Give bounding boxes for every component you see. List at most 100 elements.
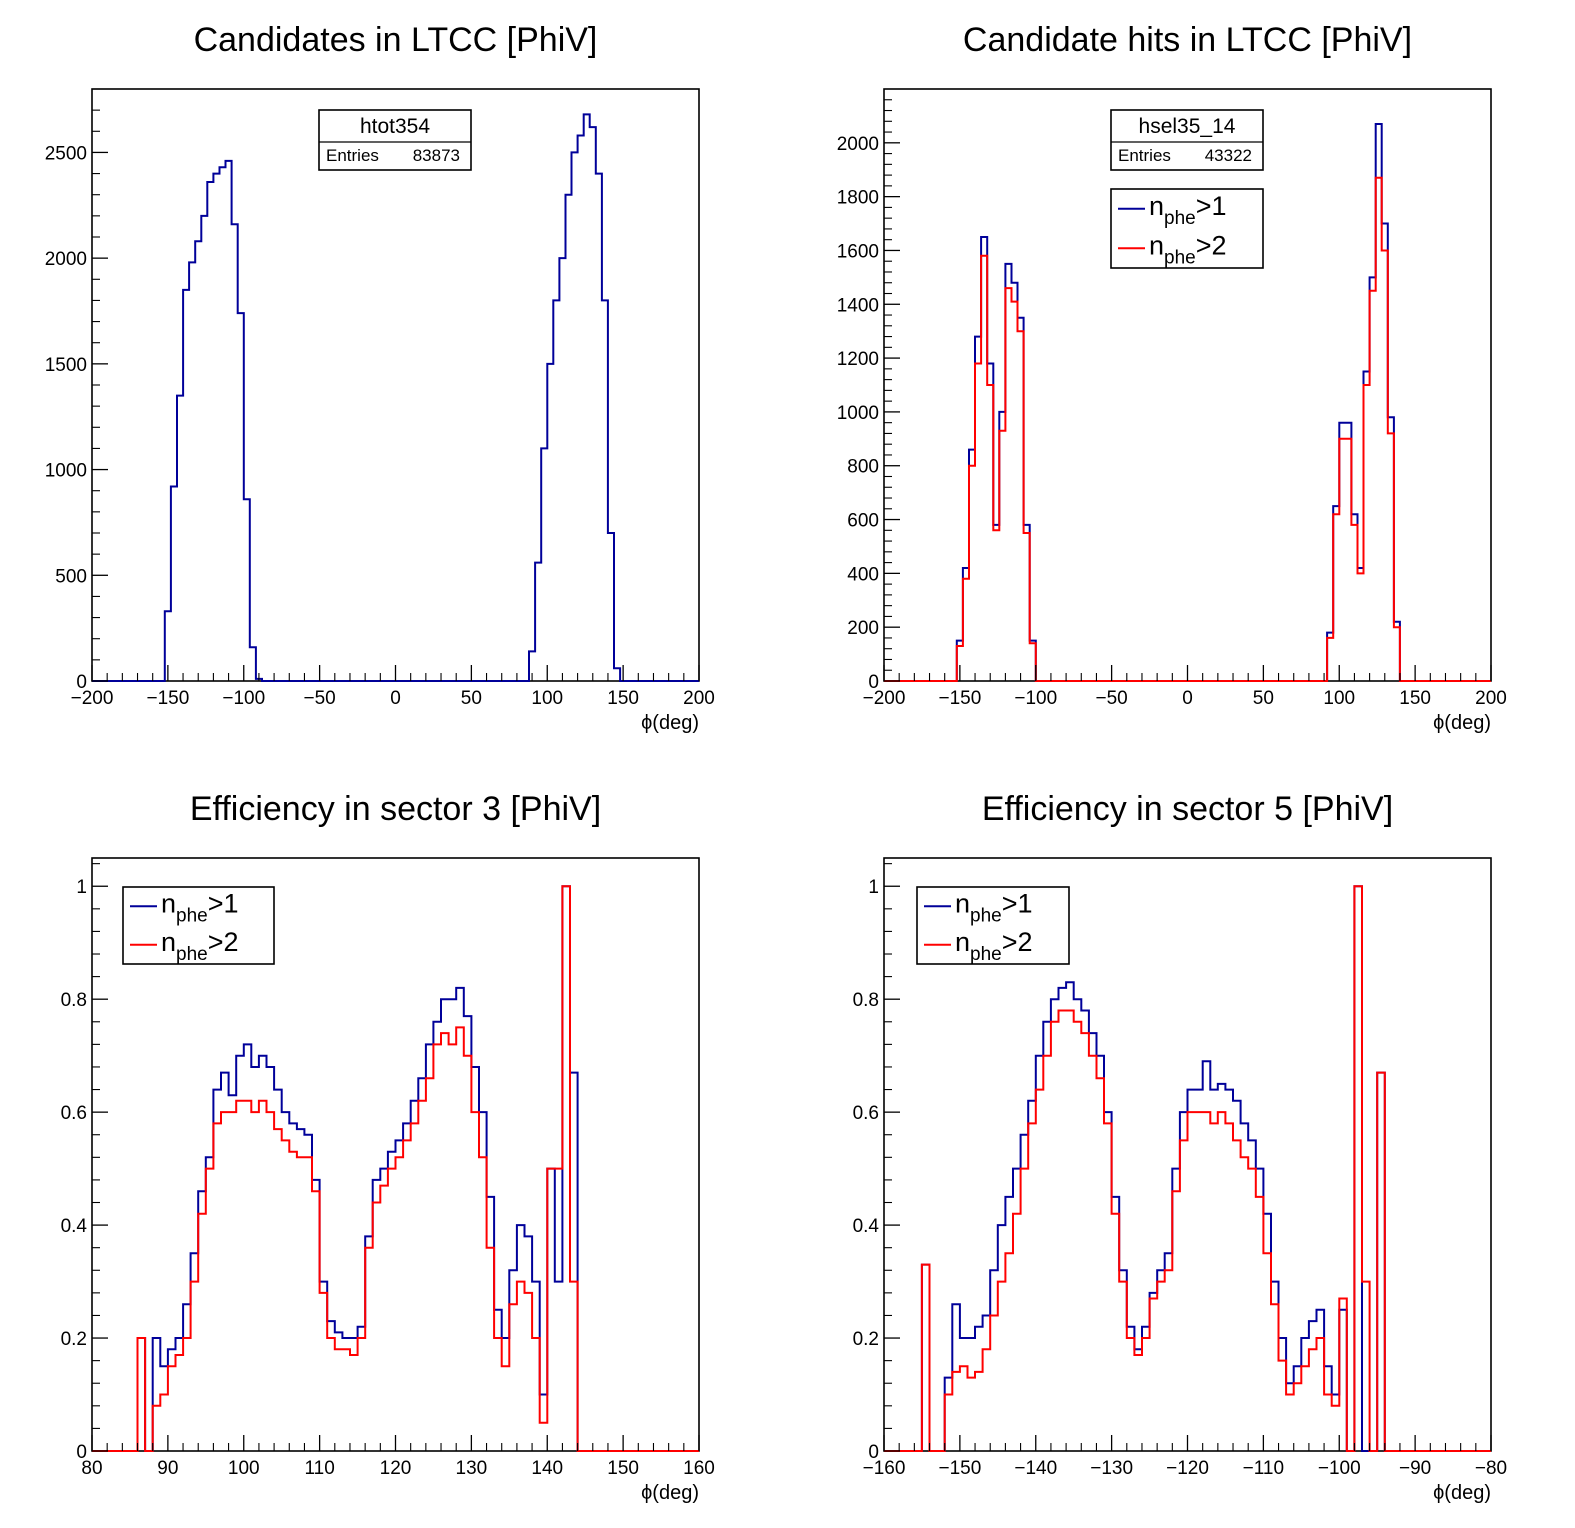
y-tick-label: 1 (868, 877, 879, 898)
legend-label: nphe>2 (161, 927, 239, 965)
y-tick-label: 600 (847, 511, 879, 532)
y-tick-label: 0.8 (61, 990, 87, 1011)
x-tick-label: 100 (531, 688, 563, 709)
stats-box-entries-value: 43322 (1205, 146, 1252, 165)
y-tick-label: 1000 (837, 403, 879, 424)
x-tick-label: −160 (863, 1458, 906, 1479)
x-tick-label: −100 (222, 688, 265, 709)
x-tick-label: −80 (1475, 1458, 1507, 1479)
y-tick-label: 1500 (45, 355, 87, 376)
y-tick-label: 0.4 (61, 1216, 88, 1237)
y-tick-label: 400 (847, 564, 879, 585)
legend-label-rest: >1 (208, 888, 239, 918)
legend-label: nphe>1 (955, 888, 1033, 926)
y-tick-label: 0.2 (853, 1329, 879, 1350)
x-tick-label: −50 (304, 688, 336, 709)
y-tick-label: 2500 (45, 143, 87, 164)
x-tick-label: 150 (1399, 688, 1431, 709)
x-tick-label: −100 (1014, 688, 1057, 709)
x-tick-label: 50 (461, 688, 482, 709)
x-axis-label: ϕ(deg) (1433, 1482, 1491, 1504)
x-axis-label: ϕ(deg) (641, 712, 699, 734)
chart-title: Candidates in LTCC [PhiV] (194, 21, 598, 59)
stats-box-entries-value: 83873 (413, 146, 460, 165)
y-tick-label: 0.8 (853, 990, 879, 1011)
chart-title: Efficiency in sector 3 [PhiV] (190, 790, 601, 828)
legend-label-rest: >1 (1196, 191, 1227, 221)
y-tick-label: 1200 (837, 349, 879, 370)
legend-label-base: n (1149, 191, 1164, 221)
legend-frame (1110, 188, 1264, 269)
x-tick-label: 160 (683, 1458, 715, 1479)
legend-label-sub: phe (176, 905, 208, 926)
y-tick-label: 2000 (45, 249, 87, 270)
x-tick-label: −150 (938, 1458, 981, 1479)
stats-box-frame (318, 109, 472, 171)
legend-frame (122, 886, 275, 965)
x-tick-label: −110 (1243, 1458, 1284, 1479)
stats-box-name: htot354 (360, 115, 430, 138)
y-tick-label: 2000 (837, 134, 879, 155)
y-tick-label: 1800 (837, 188, 879, 209)
legend-label-sub: phe (176, 944, 208, 965)
legend-label-sub: phe (970, 905, 1002, 926)
series-line-red (884, 176, 1491, 682)
y-tick-label: 0 (76, 672, 87, 693)
legend-label-base: n (955, 888, 970, 918)
x-tick-label: −50 (1096, 688, 1128, 709)
legend-label-rest: >2 (208, 927, 239, 957)
stats-box: hsel35_14 Entries 43322 (1110, 109, 1264, 171)
chart-title: Candidate hits in LTCC [PhiV] (963, 21, 1412, 59)
x-tick-label: −200 (863, 688, 906, 709)
series-line-red (92, 885, 699, 1452)
y-tick-label: 0 (868, 1442, 879, 1463)
y-tick-label: 0.2 (61, 1329, 87, 1350)
legend-label: nphe>2 (955, 927, 1033, 965)
x-tick-label: 150 (607, 1458, 639, 1479)
x-axis-label: ϕ(deg) (641, 1482, 699, 1504)
x-tick-label: 130 (456, 1458, 488, 1479)
legend-label: nphe>1 (161, 888, 239, 926)
x-axis-label: ϕ(deg) (1433, 712, 1491, 734)
x-tick-label: −140 (1014, 1458, 1057, 1479)
series-line-blue (884, 885, 1491, 1452)
legend-label-rest: >1 (1002, 888, 1033, 918)
legend-label-sub: phe (1164, 208, 1196, 229)
legend-label-sub: phe (1164, 247, 1196, 268)
y-tick-label: 0.4 (853, 1216, 880, 1237)
stats-box-entries-label: Entries (326, 146, 379, 165)
x-tick-label: 200 (683, 688, 715, 709)
x-tick-label: −120 (1166, 1458, 1209, 1479)
legend-label-base: n (1149, 230, 1164, 260)
y-tick-label: 1 (76, 877, 87, 898)
y-tick-label: 500 (55, 566, 87, 587)
legend-label-rest: >2 (1196, 230, 1227, 260)
legend-label: nphe>1 (1149, 191, 1227, 229)
series-line-blue (92, 113, 699, 682)
x-tick-label: −150 (146, 688, 189, 709)
y-tick-label: 1000 (45, 461, 87, 482)
legend-label-sub: phe (970, 944, 1002, 965)
stats-box-frame (1110, 109, 1264, 171)
x-tick-label: 100 (228, 1458, 260, 1479)
y-tick-label: 800 (847, 457, 879, 478)
x-tick-label: 200 (1475, 688, 1507, 709)
legend-label-rest: >2 (1002, 927, 1033, 957)
y-tick-label: 0.6 (61, 1103, 87, 1124)
chart-panel-1: Candidates in LTCC [PhiV] −200 −150 −100 −50… (45, 21, 715, 734)
chart-panel-2: Candidate hits in LTCC [PhiV] −200 −150 −10… (837, 21, 1507, 734)
x-tick-label: 100 (1323, 688, 1355, 709)
chart-panel-3: Efficiency in sector 3 [PhiV] 80 90 100 110 1… (61, 790, 715, 1504)
y-tick-label: 1400 (837, 295, 879, 316)
legend-label-base: n (955, 927, 970, 957)
x-tick-label: 140 (531, 1458, 563, 1479)
x-tick-label: 0 (1182, 688, 1193, 709)
legend-frame (916, 886, 1070, 965)
x-tick-label: 150 (607, 688, 639, 709)
x-tick-label: −200 (71, 688, 114, 709)
legend-label-base: n (161, 888, 176, 918)
y-tick-label: 0 (868, 672, 879, 693)
y-tick-label: 1600 (837, 241, 879, 262)
